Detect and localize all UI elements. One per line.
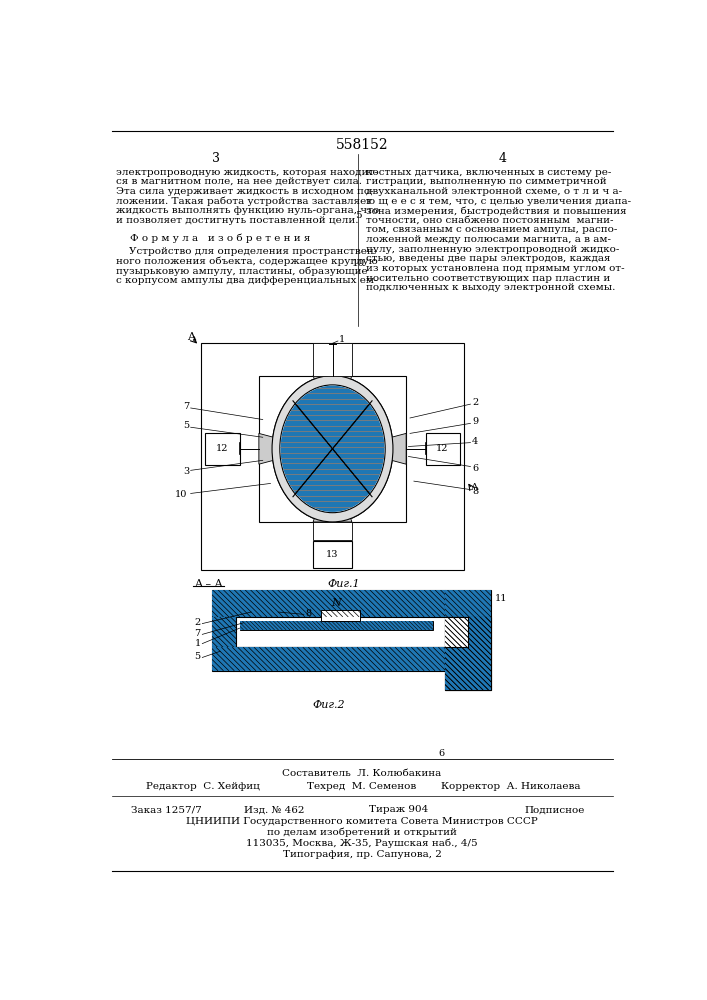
Bar [201, 343, 464, 570]
Text: 5: 5 [356, 211, 362, 220]
Text: с корпусом ампулы два дифференциальных ем-: с корпусом ампулы два дифференциальных е… [115, 276, 377, 285]
Text: том, связанным с основанием ампулы, распо-: том, связанным с основанием ампулы, расп… [366, 225, 617, 234]
Text: 10: 10 [352, 259, 366, 268]
Ellipse shape [272, 376, 393, 522]
Ellipse shape [280, 385, 385, 513]
Text: пузырьковую ампулу, пластины, образующие: пузырьковую ампулу, пластины, образующие [115, 266, 367, 276]
Text: 11: 11 [495, 594, 508, 603]
Text: 4: 4 [499, 152, 507, 165]
Text: по делам изобретений и открытий: по делам изобретений и открытий [267, 828, 457, 837]
Text: Типография, пр. Сапунова, 2: Типография, пр. Сапунова, 2 [283, 850, 441, 859]
Text: 10: 10 [175, 490, 187, 499]
Text: 8: 8 [305, 609, 312, 618]
Bar [313, 541, 352, 568]
Text: 3: 3 [212, 152, 221, 165]
Bar [321, 610, 360, 620]
Bar [212, 647, 445, 671]
Text: ЦНИИПИ Государственного комитета Совета Министров СССР: ЦНИИПИ Государственного комитета Совета … [186, 817, 538, 826]
Text: электропроводную жидкость, которая находит-: электропроводную жидкость, которая наход… [115, 168, 377, 177]
Text: 1: 1 [194, 639, 201, 648]
Bar [212, 590, 445, 617]
Text: гистрации, выполненную по симметричной: гистрации, выполненную по симметричной [366, 177, 607, 186]
Text: 8: 8 [472, 487, 478, 496]
Text: 6: 6 [472, 464, 478, 473]
Bar [445, 617, 468, 647]
Text: зона измерения, быстродействия и повышения: зона измерения, быстродействия и повышен… [366, 206, 626, 216]
Polygon shape [313, 499, 352, 522]
Text: 113035, Москва, Ж-35, Раушская наб., 4/5: 113035, Москва, Ж-35, Раушская наб., 4/5 [246, 838, 478, 848]
Text: 4: 4 [472, 437, 478, 446]
Bar [235, 617, 445, 647]
Text: 2: 2 [194, 618, 201, 627]
Text: 1: 1 [339, 335, 345, 344]
Bar [212, 647, 445, 671]
Text: костных датчика, включенных в систему ре-: костных датчика, включенных в систему ре… [366, 168, 611, 177]
Text: и позволяет достигнуть поставленной цели.: и позволяет достигнуть поставленной цели… [115, 216, 358, 225]
Text: стью, введены две пары электродов, каждая: стью, введены две пары электродов, кажда… [366, 254, 610, 263]
Text: 2: 2 [472, 398, 478, 407]
Text: 12: 12 [436, 444, 449, 453]
Text: 558152: 558152 [336, 138, 388, 152]
Text: 6: 6 [438, 749, 444, 758]
Bar [445, 590, 491, 690]
Ellipse shape [280, 385, 385, 513]
Text: Заказ 1257/7: Заказ 1257/7 [131, 805, 201, 814]
Polygon shape [259, 433, 282, 464]
Text: A: A [187, 332, 195, 342]
Text: Изд. № 462: Изд. № 462 [244, 805, 305, 814]
Text: Корректор  А. Николаева: Корректор А. Николаева [441, 782, 580, 791]
Text: из которых установлена под прямым углом от-: из которых установлена под прямым углом … [366, 264, 624, 273]
Text: ного положения объекта, содержащее круглую: ного положения объекта, содержащее кругл… [115, 257, 378, 266]
Bar [212, 617, 235, 647]
Text: Редактор  С. Хейфиц: Редактор С. Хейфиц [146, 782, 260, 791]
Bar [212, 590, 445, 617]
Text: 7: 7 [194, 629, 201, 638]
Bar [240, 620, 433, 630]
Text: 3: 3 [183, 467, 189, 476]
Text: ся в магнитном поле, на нее действует сила.: ся в магнитном поле, на нее действует си… [115, 177, 361, 186]
Polygon shape [313, 376, 352, 399]
Bar [240, 620, 433, 630]
Text: Подписное: Подписное [524, 805, 585, 814]
Bar [313, 522, 352, 540]
Bar [259, 376, 406, 522]
Text: носительно соответствующих пар пластин и: носительно соответствующих пар пластин и [366, 274, 610, 283]
Text: пулу, заполненную электропроводной жидко-: пулу, заполненную электропроводной жидко… [366, 245, 619, 254]
Polygon shape [383, 433, 406, 464]
Text: Техред  М. Семенов: Техред М. Семенов [308, 782, 416, 791]
Bar [313, 343, 352, 376]
Text: жидкость выполнять функцию нуль-органа, что: жидкость выполнять функцию нуль-органа, … [115, 206, 379, 215]
Text: подключенных к выходу электронной схемы.: подключенных к выходу электронной схемы. [366, 283, 615, 292]
Text: ю щ е е с я тем, что, с целью увеличения диапа-: ю щ е е с я тем, что, с целью увеличения… [366, 197, 631, 206]
Text: 9: 9 [472, 417, 478, 426]
Text: Составитель  Л. Колюбакина: Составитель Л. Колюбакина [282, 769, 442, 778]
Bar [445, 590, 491, 690]
Text: ложении. Такая работа устройства заставляет: ложении. Такая работа устройства заставл… [115, 197, 371, 206]
Text: Тираж 904: Тираж 904 [369, 805, 428, 814]
Text: Фиг.2: Фиг.2 [312, 700, 345, 710]
Text: двухканальной электронной схеме, о т л и ч а-: двухканальной электронной схеме, о т л и… [366, 187, 622, 196]
Text: Устройство для определения пространствен-: Устройство для определения пространствен… [115, 247, 377, 256]
Ellipse shape [281, 386, 385, 512]
Text: ложенной между полюсами магнита, а в ам-: ложенной между полюсами магнита, а в ам- [366, 235, 611, 244]
Bar [445, 617, 491, 690]
Bar [426, 433, 460, 465]
Text: 12: 12 [216, 444, 228, 453]
Bar [204, 433, 240, 465]
Bar [445, 617, 491, 690]
Text: N: N [332, 598, 341, 608]
Text: A: A [470, 483, 478, 492]
Ellipse shape [272, 376, 393, 522]
Text: Эта сила удерживает жидкость в исходном по-: Эта сила удерживает жидкость в исходном … [115, 187, 373, 196]
Text: точности, оно снабжено постоянным  магни-: точности, оно снабжено постоянным магни- [366, 216, 614, 225]
Text: 5: 5 [183, 421, 189, 430]
Ellipse shape [281, 386, 385, 512]
Text: 13: 13 [326, 550, 339, 559]
Text: Ф о р м у л а   и з о б р е т е н и я: Ф о р м у л а и з о б р е т е н и я [130, 234, 310, 243]
Text: A – A: A – A [194, 579, 223, 589]
Text: 7: 7 [183, 402, 189, 411]
Text: Фиг.1: Фиг.1 [328, 579, 361, 589]
Bar [212, 617, 235, 647]
Text: 5: 5 [194, 652, 201, 661]
